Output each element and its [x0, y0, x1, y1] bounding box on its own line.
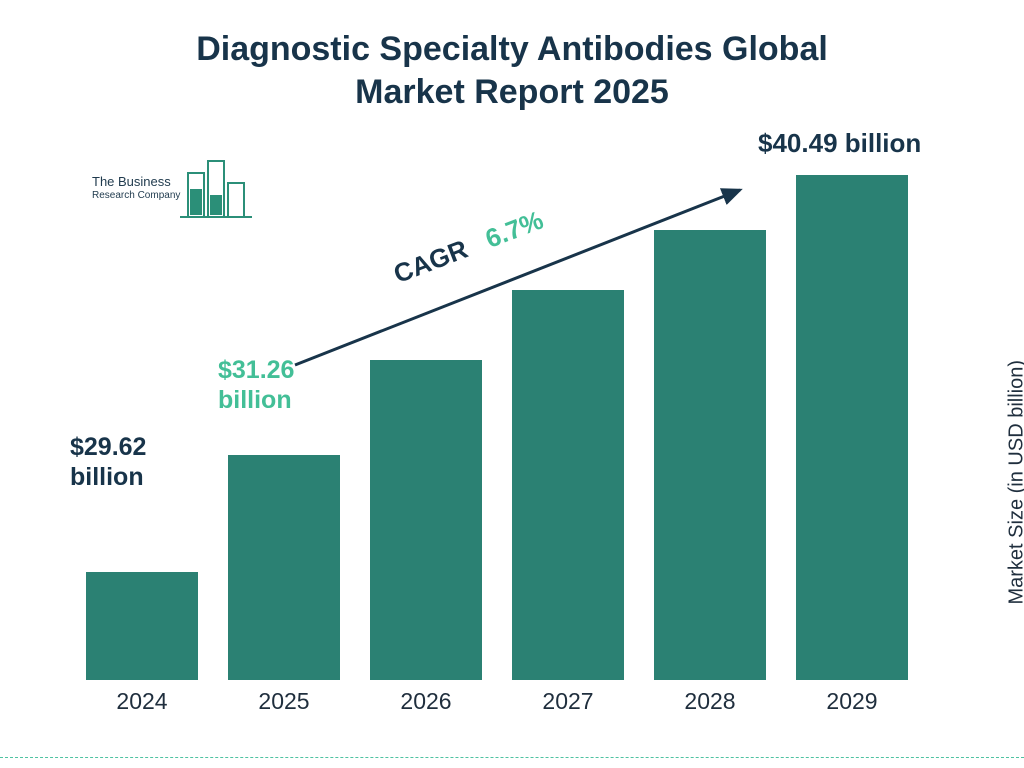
value-label-2024-l2: billion	[70, 462, 146, 492]
bar-2028	[654, 230, 766, 680]
x-label-2026: 2026	[360, 688, 492, 715]
chart-title-line1: Diagnostic Specialty Antibodies Global	[0, 28, 1024, 71]
value-label-2029-l1: $40.49 billion	[758, 128, 921, 159]
value-label-2025: $31.26 billion	[218, 355, 294, 415]
bar-2025	[228, 455, 340, 680]
value-label-2025-l2: billion	[218, 385, 294, 415]
value-label-2029: $40.49 billion	[758, 128, 921, 159]
value-label-2024: $29.62 billion	[70, 432, 146, 492]
bottom-divider	[0, 757, 1024, 758]
bar-2027	[512, 290, 624, 680]
value-label-2024-l1: $29.62	[70, 432, 146, 462]
x-label-2027: 2027	[502, 688, 634, 715]
x-label-2024: 2024	[76, 688, 208, 715]
bar-2026	[370, 360, 482, 680]
chart-title: Diagnostic Specialty Antibodies Global M…	[0, 28, 1024, 113]
x-label-2028: 2028	[644, 688, 776, 715]
x-axis-labels: 2024 2025 2026 2027 2028 2029	[80, 688, 930, 718]
x-label-2029: 2029	[786, 688, 918, 715]
x-label-2025: 2025	[218, 688, 350, 715]
value-label-2025-l1: $31.26	[218, 355, 294, 385]
bar-2024	[86, 572, 198, 680]
bar-2029	[796, 175, 908, 680]
chart-title-line2: Market Report 2025	[0, 71, 1024, 114]
y-axis-label: Market Size (in USD billion)	[1006, 360, 1024, 605]
